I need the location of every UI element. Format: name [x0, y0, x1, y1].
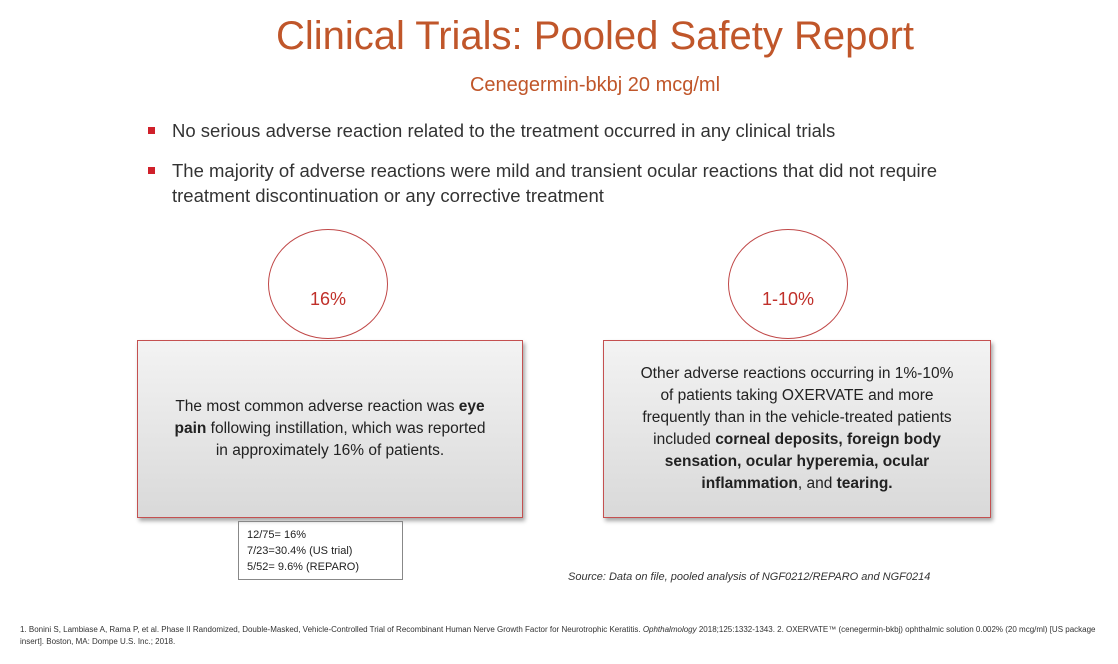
percent-value: 1-10%: [761, 289, 815, 309]
percent-circle-left: 16%: [268, 229, 388, 339]
references: 1. Bonini S, Lambiase A, Rama P, et al. …: [20, 625, 1096, 646]
slide-subtitle: Cenegermin-bkbj 20 mcg/ml: [469, 74, 721, 96]
bullet-item: The majority of adverse reactions were m…: [148, 158, 948, 208]
source-note: Source: Data on file, pooled analysis of…: [568, 571, 931, 583]
bullet-square-icon: [148, 167, 155, 174]
bullet-item: No serious adverse reaction related to t…: [148, 118, 948, 143]
percent-value: 16%: [309, 289, 347, 309]
bullet-square-icon: [148, 127, 155, 134]
box-text: Other adverse reactions occurring in 1%-…: [640, 365, 954, 492]
eye-pain-box: The most common adverse reaction was eye…: [137, 340, 523, 518]
slide-title: Clinical Trials: Pooled Safety Report: [275, 14, 915, 58]
bullet-text: The majority of adverse reactions were m…: [172, 160, 938, 206]
percent-circle-right: 1-10%: [728, 229, 848, 339]
box-text: The most common adverse reaction was eye…: [174, 398, 486, 459]
stat-line: 5/52= 9.6% (REPARO): [247, 561, 359, 573]
stat-line: 7/23=30.4% (US trial): [247, 545, 353, 557]
stats-box: 12/75= 16% 7/23=30.4% (US trial) 5/52= 9…: [238, 521, 403, 580]
stat-line: 12/75= 16%: [247, 529, 307, 541]
bullet-text: No serious adverse reaction related to t…: [172, 120, 836, 141]
other-reactions-box: Other adverse reactions occurring in 1%-…: [603, 340, 991, 518]
